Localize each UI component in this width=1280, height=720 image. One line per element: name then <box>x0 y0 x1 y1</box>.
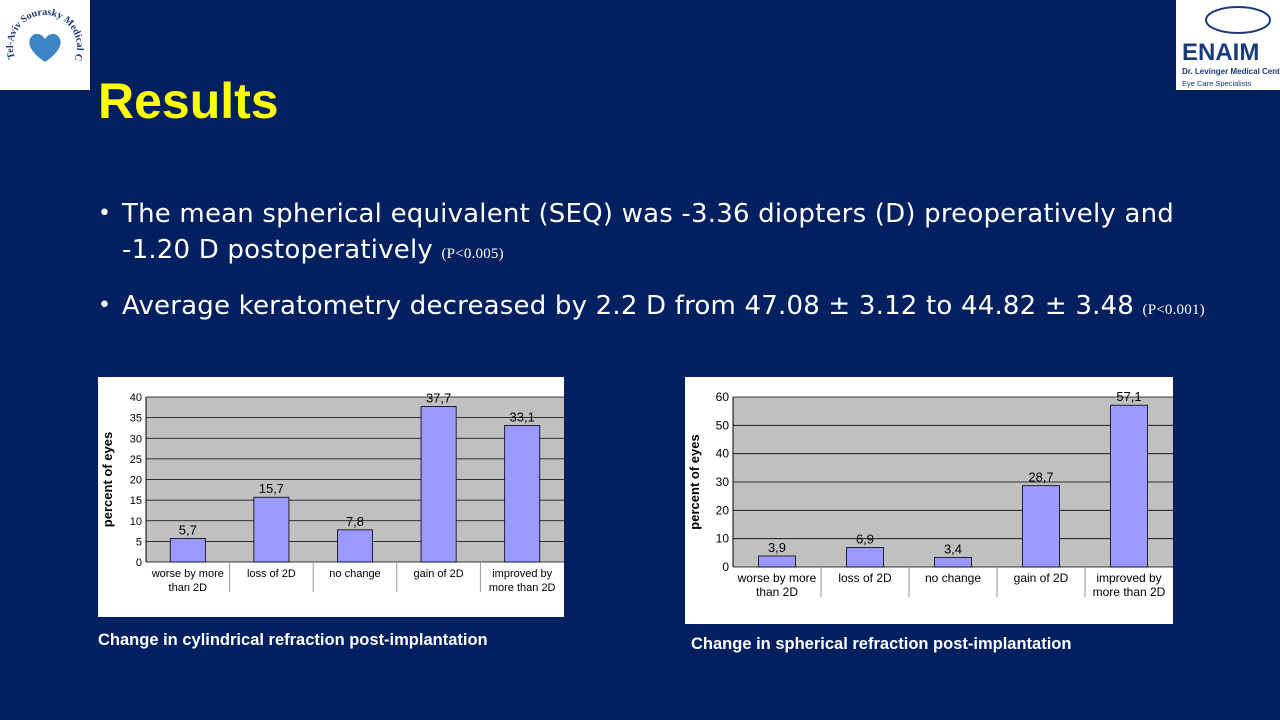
bullet-dot: • <box>98 201 112 226</box>
data-label: 28,7 <box>1028 470 1053 485</box>
y-tick-label: 5 <box>136 536 142 548</box>
data-label: 3,9 <box>768 540 786 555</box>
data-label: 3,4 <box>944 541 962 556</box>
bullet-dot: • <box>98 293 112 318</box>
bullet-item: • Average keratometry decreased by 2.2 D… <box>98 288 1218 328</box>
x-tick-label: worse by more <box>151 568 224 580</box>
x-tick-label: worse by more <box>737 571 817 585</box>
bar <box>420 406 457 563</box>
bullet-list: • The mean spherical equivalent (SEQ) wa… <box>98 196 1218 344</box>
bar <box>169 538 206 563</box>
y-tick-label: 60 <box>716 390 730 404</box>
x-tick-label: more than 2D <box>489 582 556 594</box>
x-tick-label: loss of 2D <box>247 568 296 580</box>
y-tick-label: 40 <box>130 392 142 404</box>
x-tick-label: gain of 2D <box>1014 571 1069 585</box>
y-axis-label: percent of eyes <box>687 434 702 529</box>
bar <box>1110 404 1148 568</box>
cylindrical-chart-caption: Change in cylindrical refraction post-im… <box>98 631 488 649</box>
y-tick-label: 0 <box>136 557 142 569</box>
bar <box>337 529 373 563</box>
bar <box>504 425 541 563</box>
data-label: 6,9 <box>856 531 874 546</box>
y-tick-label: 10 <box>130 516 142 528</box>
x-tick-label: than 2D <box>169 582 208 594</box>
bullet-note: (P<0.001) <box>1142 302 1205 318</box>
data-label: 33,1 <box>510 409 535 424</box>
enaim-logo-sub2: Eye Care Specialists <box>1182 79 1251 88</box>
enaim-logo-name: ENAIM <box>1182 39 1259 66</box>
y-tick-label: 30 <box>130 433 142 445</box>
bullet-text: Average keratometry decreased by 2.2 D f… <box>122 291 1135 321</box>
data-label: 37,7 <box>426 390 451 405</box>
x-tick-label: improved by <box>1096 571 1161 585</box>
y-axis-label: percent of eyes <box>100 432 115 527</box>
x-tick-label: loss of 2D <box>838 571 892 585</box>
sourasky-logo: Tel-Aviv Sourasky Medical Center <box>0 0 90 90</box>
spherical-chart-box: 0 10 20 30 40 50 60 3,9 worse by more than 2D 6,9 l… <box>685 377 1173 624</box>
data-label: 5,7 <box>179 522 197 537</box>
y-tick-label: 20 <box>716 503 730 517</box>
data-label: 57,1 <box>1116 389 1141 404</box>
x-tick-label: no change <box>925 571 981 585</box>
bar <box>758 555 796 568</box>
y-tick-label: 10 <box>716 532 730 546</box>
bar <box>846 547 884 568</box>
x-tick-label: more than 2D <box>1093 585 1166 599</box>
spherical-chart-caption: Change in spherical refraction post-impl… <box>691 635 1072 653</box>
data-label: 7,8 <box>346 514 364 529</box>
bar <box>1022 485 1060 568</box>
y-tick-label: 30 <box>716 475 730 489</box>
x-tick-label: improved by <box>492 568 552 580</box>
cylindrical-chart-box: 0 5 10 15 20 25 30 35 40 5,7 worse by more than 2D 1… <box>98 377 564 617</box>
y-tick-label: 50 <box>716 418 730 432</box>
bullet-text: The mean spherical equivalent (SEQ) was … <box>122 199 1174 265</box>
bar <box>253 496 290 563</box>
cylindrical-refraction-chart: 0 5 10 15 20 25 30 35 40 5,7 worse by more than 2D 1… <box>100 390 564 594</box>
data-label: 15,7 <box>259 481 284 496</box>
y-tick-label: 0 <box>722 560 729 574</box>
x-tick-label: gain of 2D <box>414 568 464 580</box>
x-tick-label: than 2D <box>756 585 798 599</box>
bullet-note: (P<0.005) <box>441 246 504 262</box>
slide-title: Results <box>98 73 279 129</box>
enaim-logo: ENAIM Dr. Levinger Medical Center Eye Ca… <box>1176 0 1280 90</box>
y-tick-label: 15 <box>130 495 142 507</box>
y-tick-label: 40 <box>716 447 730 461</box>
bar <box>934 556 972 568</box>
y-tick-label: 25 <box>130 454 142 466</box>
y-tick-label: 20 <box>130 475 142 487</box>
x-tick-label: no change <box>329 568 380 580</box>
bullet-item: • The mean spherical equivalent (SEQ) wa… <box>98 196 1218 272</box>
enaim-logo-sub1: Dr. Levinger Medical Center <box>1182 67 1280 76</box>
y-tick-label: 35 <box>130 413 142 425</box>
